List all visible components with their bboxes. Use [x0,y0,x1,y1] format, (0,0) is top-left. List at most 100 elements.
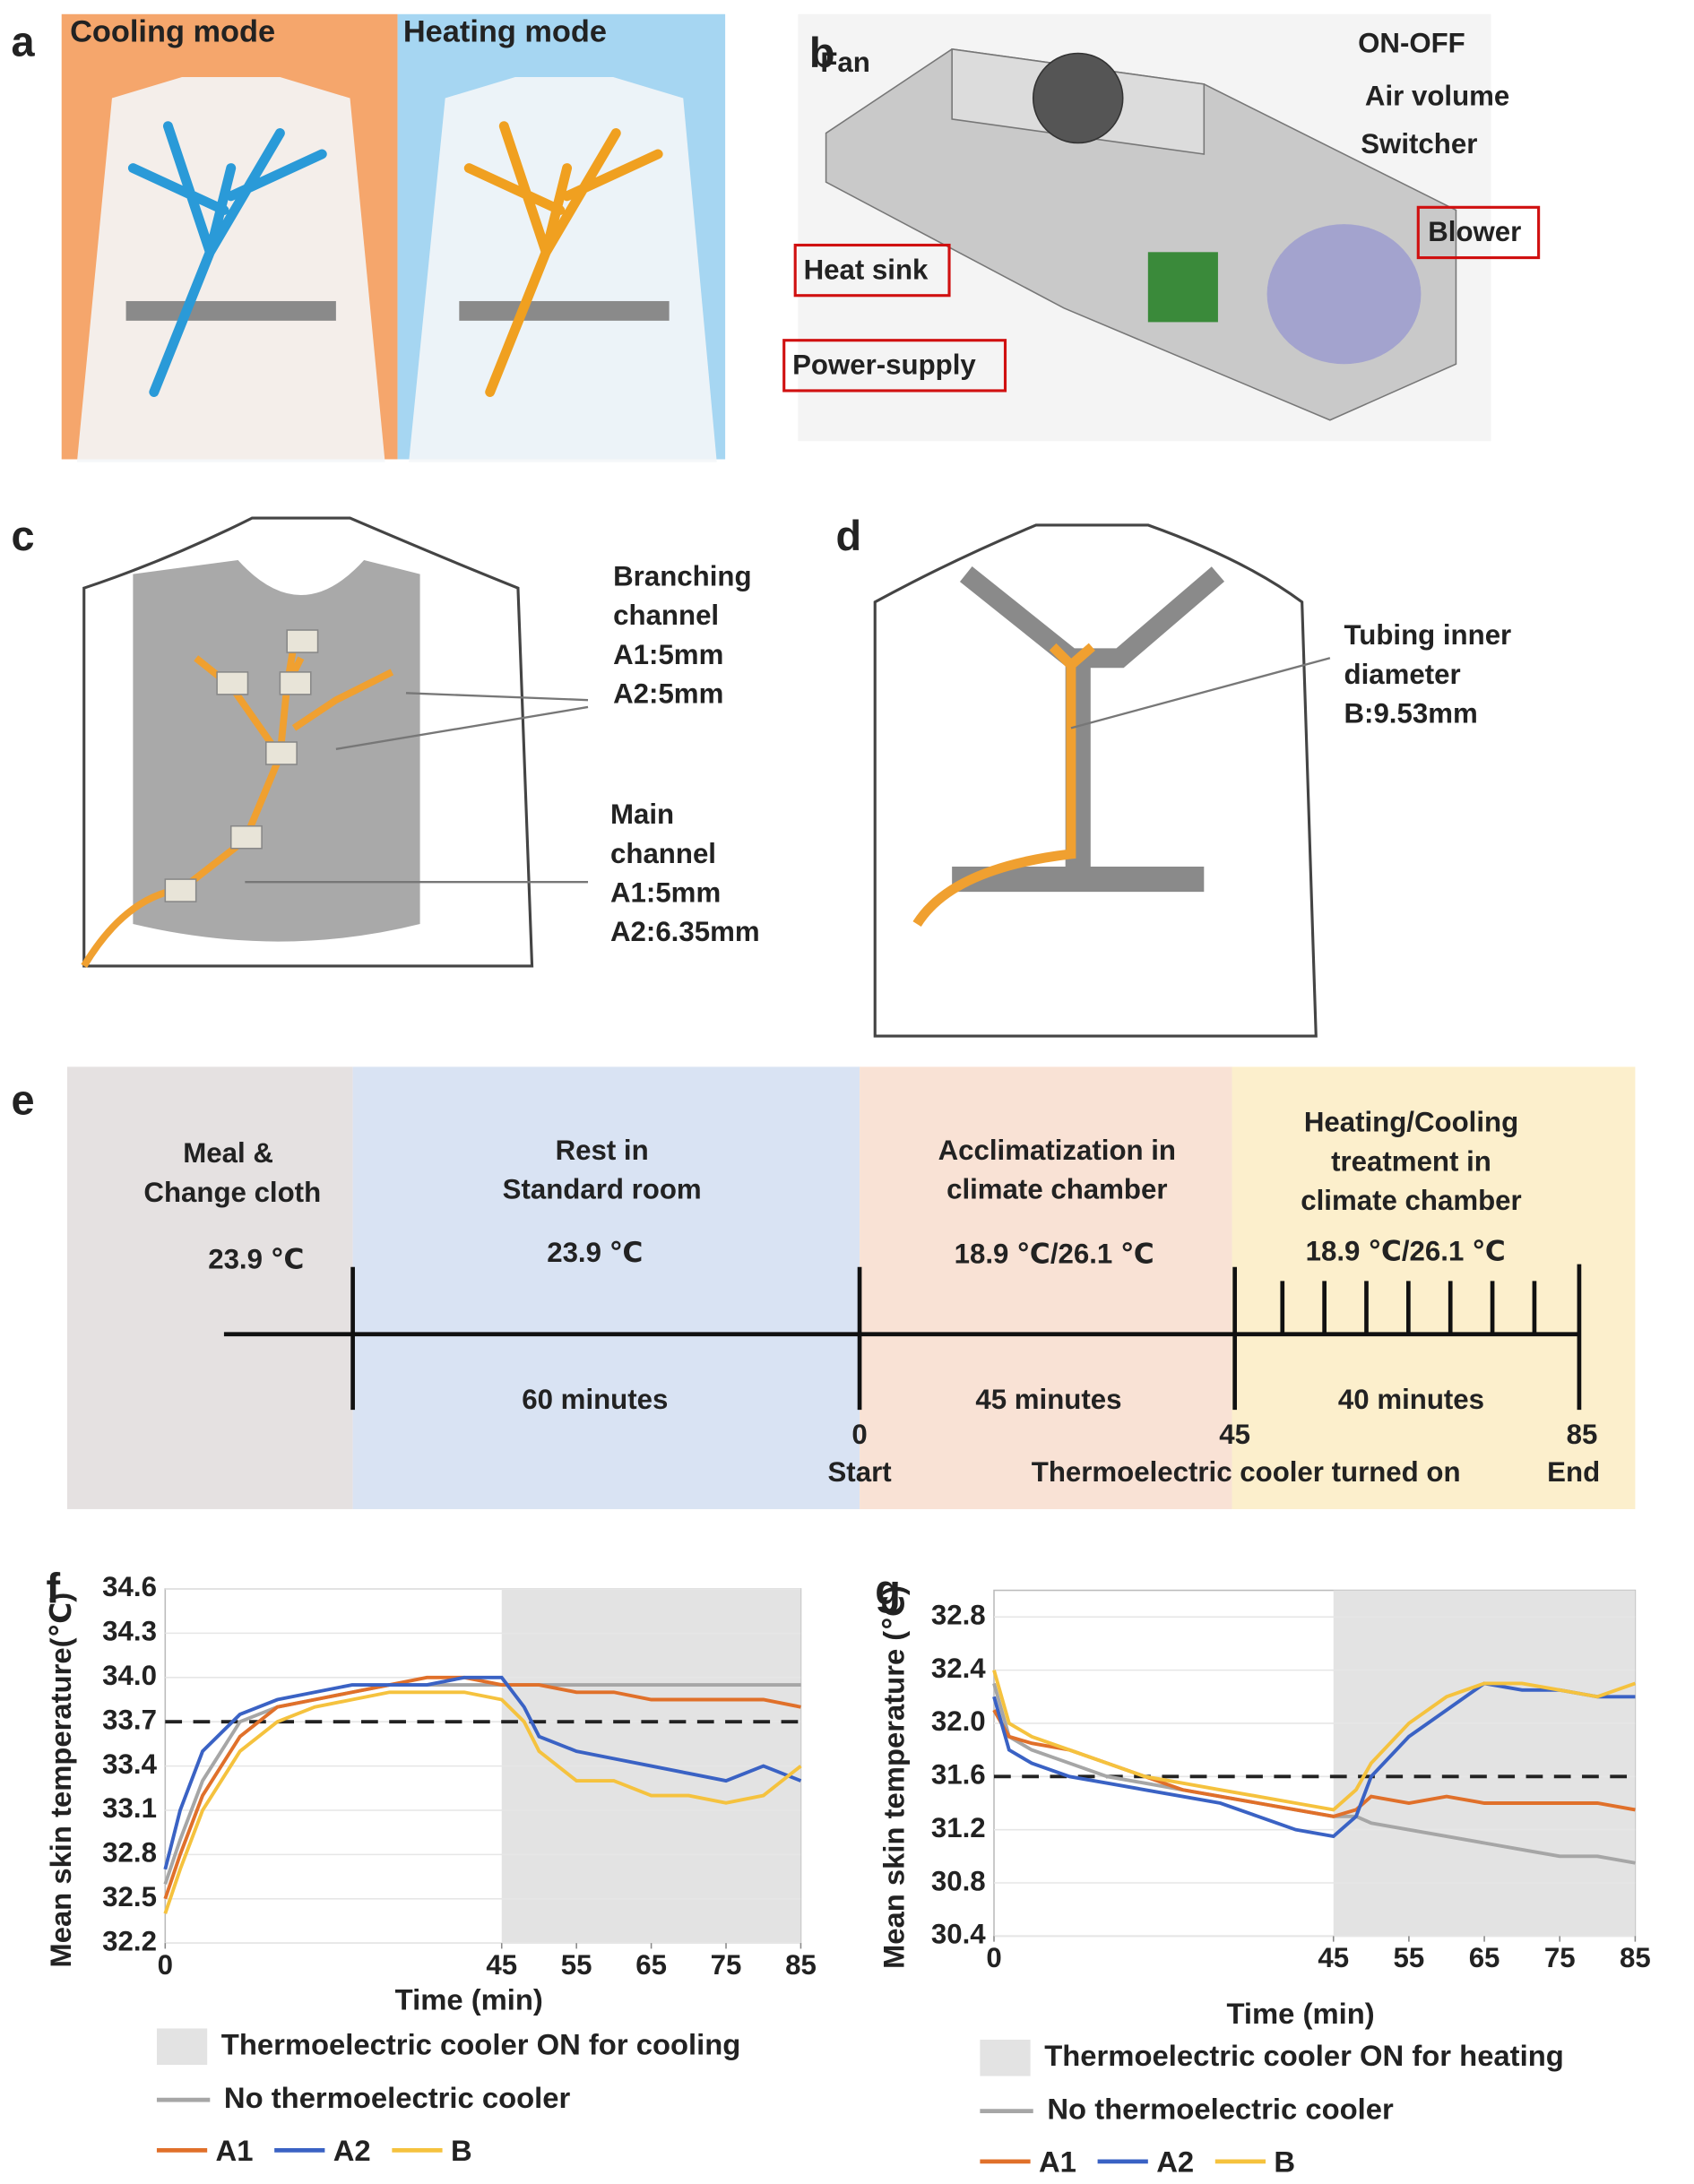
body-outline [873,523,1318,1038]
legend-label: A1 [1039,2145,1076,2179]
y-tick-label: 32.2 [102,1925,157,1956]
y-tick-label: 33.7 [102,1704,157,1735]
label: Tubing inner [1344,619,1512,651]
leader-line [1070,657,1331,729]
stage-temperature: 18.9 ℃/26.1 ℃ [1306,1235,1506,1266]
belt [459,300,670,321]
clips [164,629,319,902]
panel-b: b Fan ON-OFF Air volume Switcher Blower … [782,13,1541,442]
stage-label: Heating/Cooling [1304,1107,1518,1138]
panel-c: c Branching channel A1:5mm A2:5mm Main c… [11,513,760,968]
y-tick-label: 31.2 [931,1812,986,1843]
y-tick-label: 30.4 [931,1919,986,1950]
stage-temperature: 23.9 ℃ [547,1237,643,1268]
leader-lines [245,692,589,884]
y-tick-label: 32.0 [931,1705,986,1737]
stage-label: Change cloth [143,1177,321,1208]
time-mark: 85 [1567,1419,1598,1450]
legend-swatch [980,2039,1031,2076]
panel-letter: a [11,19,35,65]
panel-e: e Meal & Change cloth 23.9 ℃ Rest in Sta… [11,1066,1636,1509]
heating-channels [463,121,663,397]
y-tick-label: 34.3 [102,1616,157,1647]
label: Main [610,798,674,830]
stage-background [66,1066,353,1509]
time-mark: 45 [1219,1419,1250,1450]
label: Cooling mode [70,15,275,49]
label: channel [610,838,716,869]
duration: 45 minutes [975,1384,1121,1415]
x-tick-label: 85 [785,1949,817,1981]
y-tick-label: 31.6 [931,1759,986,1791]
blower [1266,224,1422,365]
body-outline [82,516,534,968]
label: A2:6.35mm [610,916,760,947]
label: Branching [613,561,751,592]
x-tick-label: 45 [1318,1942,1349,1973]
y-axis-title: Mean skin temperature (℃) [877,1585,910,1969]
x-tick-label: 75 [1544,1942,1576,1973]
series-line [163,1675,802,1870]
belt [125,300,336,321]
time-mark: End [1547,1456,1600,1488]
y-tick-label: 33.1 [102,1792,157,1824]
label: Power-supply [792,350,976,381]
y-axis-title: Mean skin temperature(℃) [44,1593,77,1968]
time-mark: Thermoelectric cooler turned on [1032,1456,1461,1488]
stage-label: treatment in [1331,1145,1491,1177]
label: Heating mode [403,15,607,49]
highlight-box [782,339,1007,393]
stage-background [860,1066,1232,1509]
highlight-box [1416,205,1541,260]
x-axis-title: Time (min) [395,1982,543,2016]
legend-swatch [156,2028,208,2066]
y-tick-label: 30.8 [931,1865,986,1896]
label: channel [613,600,719,631]
label: Switcher [1361,128,1477,160]
harness-straps [959,566,1225,669]
stage-label: Rest in [556,1135,649,1166]
harness-frame [952,658,1205,893]
x-tick-label: 55 [1394,1942,1425,1973]
legend-label: A2 [333,2134,371,2167]
legend-label: A2 [1156,2145,1194,2179]
timeline [223,1264,1582,1411]
y-tick-label: 34.6 [102,1571,157,1602]
y-tick-label: 34.0 [102,1660,157,1691]
stage-label: climate chamber [946,1174,1167,1205]
legend-label: A1 [216,2134,254,2167]
fan [1032,52,1124,144]
label: A2:5mm [613,678,723,710]
y-tick-label: 32.4 [931,1653,986,1684]
x-tick-label: 65 [635,1949,667,1981]
panel-letter: b [809,30,835,76]
x-tick-label: 55 [561,1949,592,1981]
legend-label: B [1274,2145,1295,2179]
label: Air volume [1365,81,1509,112]
label: Heat sink [804,254,929,285]
stage-label: Standard room [503,1174,702,1205]
shirt [409,77,717,462]
time-mark: Start [827,1456,892,1488]
panel-letter: g [875,1567,901,1613]
stage-temperature: 18.9 ℃/26.1 ℃ [955,1239,1154,1270]
label: Blower [1428,216,1521,247]
duration: 40 minutes [1338,1384,1484,1415]
series-line [163,1683,801,1885]
legend-label: No thermoelectric cooler [224,2081,571,2114]
label: ON-OFF [1358,27,1465,58]
panel-a: a Cooling mode Heating mode [11,13,726,462]
panel-letter: c [11,513,34,559]
y-tick-label: 32.8 [102,1837,157,1869]
x-tick-label: 0 [158,1949,173,1981]
legend-label: Thermoelectric cooler ON for cooling [221,2027,741,2060]
label: diameter [1344,659,1461,690]
y-tick-label: 32.8 [931,1599,986,1630]
x-tick-label: 85 [1620,1942,1651,1973]
legend-label: B [451,2134,472,2167]
legend-label: Thermoelectric cooler ON for heating [1044,2039,1564,2072]
time-mark: 0 [851,1419,867,1450]
series-line [163,1690,802,1914]
cooling-channels [127,121,327,397]
